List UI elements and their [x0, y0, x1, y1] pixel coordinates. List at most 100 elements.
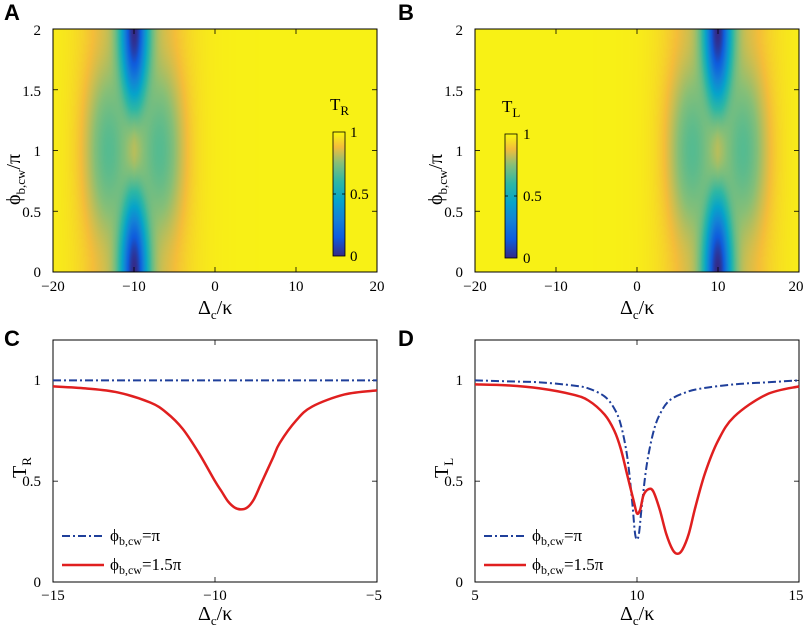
- panel-a-colorbar-tick-1: 0.5: [350, 187, 369, 203]
- panel-c-line-chart: 0 0.5 1 −15 −10 −5 Δc/κ TR ϕb,cw=π ϕb,cw…: [9, 339, 382, 626]
- panel-b-ytick-2: 1: [456, 144, 464, 160]
- panel-b-xlabel-suffix: /κ: [639, 297, 655, 319]
- panel-b-ytick-1: 0.5: [444, 205, 463, 221]
- panel-b-xtick-0: −20: [463, 279, 486, 295]
- panel-a-xtick-4: 20: [370, 279, 385, 295]
- panel-d-axes-box: [474, 339, 800, 583]
- panel-b-xtick-2: 0: [633, 279, 641, 295]
- panel-d-legend-entry-1: ϕb,cw=1.5π: [532, 555, 604, 577]
- panel-c-legend-main-0: ϕ: [110, 526, 119, 545]
- panel-c-axes-box: [52, 339, 378, 583]
- panel-c-legend-suffix-1: =1.5π: [142, 555, 182, 574]
- panel-a-heatmap-image: [53, 29, 377, 272]
- panel-b-colorbar-label: TL: [502, 97, 520, 120]
- panel-c-xlabel-sub: c: [211, 613, 217, 626]
- panel-a-ylabel-sub: b,cw: [13, 169, 28, 195]
- panel-d-legend-sub-0: b,cw: [541, 534, 564, 548]
- panel-d-ytick-1: 0.5: [444, 474, 463, 490]
- panel-a-colorbar-label: TR: [330, 95, 349, 118]
- panel-c-ytick-2: 1: [34, 373, 42, 389]
- panel-b-colorbar-tick-1: 0.5: [523, 189, 542, 205]
- panel-letter-b: B: [398, 0, 414, 25]
- panel-a-ytick-1: 0.5: [22, 205, 41, 221]
- panel-d-legend-main-0: ϕ: [532, 526, 541, 545]
- panel-a-ytick-2: 1: [34, 144, 42, 160]
- panel-c-xlabel-main: Δ: [198, 603, 211, 625]
- panel-c-legend-sub-0: b,cw: [119, 534, 142, 548]
- panel-c-xlabel-suffix: /κ: [217, 603, 233, 625]
- panel-c-series-line-1: [52, 385, 378, 511]
- panel-b-colorbar-tick-2: 1: [523, 127, 531, 143]
- panel-a-ylabel-main: ϕ: [3, 194, 25, 205]
- panel-d-legend-entry-0: ϕb,cw=π: [532, 526, 583, 548]
- panel-b-ytick-4: 2: [456, 23, 464, 39]
- panel-c-legend-sub-1: b,cw: [119, 563, 142, 577]
- panel-d-xlabel-suffix: /κ: [639, 603, 655, 625]
- panel-b-heatmap: 0 0.5 1 1.5 2 −20 −10 0 10 20 Δc/κ ϕb,cw…: [425, 23, 804, 322]
- panel-c-legend-main-1: ϕ: [110, 555, 119, 574]
- panel-d-legend-sub-1: b,cw: [541, 563, 564, 577]
- panel-d-xlabel-main: Δ: [620, 603, 633, 625]
- panel-letter-a: A: [4, 0, 20, 25]
- panel-c-legend-entry-1: ϕb,cw=1.5π: [110, 555, 182, 577]
- panel-b-colorbar-tick-0: 0: [523, 251, 531, 267]
- panel-c-xtick-2: −5: [366, 588, 382, 604]
- panel-a-xlabel-suffix: /κ: [217, 297, 233, 319]
- panel-a-colorbar-label-main: T: [330, 95, 341, 114]
- panel-d-legend-suffix-1: =1.5π: [564, 555, 604, 574]
- panel-d-xtick-1: 10: [630, 588, 645, 604]
- panel-a-xtick-2: 0: [211, 279, 219, 295]
- panel-c-xtick-1: −10: [203, 588, 226, 604]
- panel-b-ylabel-main: ϕ: [425, 194, 447, 205]
- panel-a-colorbar-tick-2: 1: [350, 125, 358, 141]
- panel-a-colorbar-tick-0: 0: [350, 249, 358, 265]
- panel-b-ytick-0: 0: [456, 265, 464, 281]
- panel-a-xtick-0: −20: [41, 279, 64, 295]
- panel-a-xlabel-main: Δ: [198, 297, 211, 319]
- panel-b-xlabel-main: Δ: [620, 297, 633, 319]
- panel-c-xtick-0: −15: [41, 588, 64, 604]
- panel-c-ylabel-sub: R: [19, 457, 34, 466]
- panel-b-ytick-3: 1.5: [444, 84, 463, 100]
- panel-a-ylabel: ϕb,cw/π: [3, 154, 28, 205]
- panel-a-xtick-1: −10: [122, 279, 145, 295]
- panel-d-series-line-0: [474, 379, 800, 541]
- panel-a-xlabel: Δc/κ: [198, 297, 232, 322]
- panel-d-ytick-0: 0: [456, 575, 464, 591]
- panel-d-xlabel: Δc/κ: [620, 603, 654, 626]
- panel-c-ylabel-main: T: [9, 466, 31, 478]
- panel-b-colorbar-label-sub: L: [512, 105, 520, 120]
- panel-a-xtick-3: 10: [289, 279, 304, 295]
- panel-d-series-line-1: [474, 383, 800, 556]
- panel-d-legend-main-1: ϕ: [532, 555, 541, 574]
- panel-b-ylabel: ϕb,cw/π: [425, 154, 450, 205]
- panel-d-xlabel-sub: c: [633, 613, 639, 626]
- panel-b-xlabel-sub: c: [633, 307, 639, 322]
- panel-a-ytick-4: 2: [34, 23, 42, 39]
- panel-b-ylabel-sub: b,cw: [435, 169, 450, 195]
- panel-a-ytick-0: 0: [34, 265, 42, 281]
- panel-a-colorbar-label-sub: R: [340, 103, 349, 118]
- panel-d-xtick-0: 5: [471, 588, 479, 604]
- panel-b-xtick-1: −10: [544, 279, 567, 295]
- panel-c-ytick-1: 0.5: [22, 474, 41, 490]
- panel-letter-d: D: [398, 326, 414, 351]
- panel-letter-c: C: [4, 326, 20, 351]
- panel-b-xlabel: Δc/κ: [620, 297, 654, 322]
- panel-c-legend-entry-0: ϕb,cw=π: [110, 526, 161, 548]
- panel-b-heatmap-image: [475, 29, 799, 272]
- panel-b-ylabel-suffix: /π: [425, 154, 447, 170]
- panel-a-xlabel-sub: c: [211, 307, 217, 322]
- panel-a-ytick-3: 1.5: [22, 84, 41, 100]
- panel-d-ylabel-sub: L: [441, 458, 456, 466]
- panel-b-colorbar-label-main: T: [502, 97, 513, 116]
- panel-d-ylabel-main: T: [431, 466, 453, 478]
- panel-d-line-chart: 0 0.5 1 5 10 15 Δc/κ TL ϕb,cw=π ϕb,cw=1.…: [431, 339, 804, 626]
- panel-c-ytick-0: 0: [34, 575, 42, 591]
- panel-c-xlabel: Δc/κ: [198, 603, 232, 626]
- panel-d-legend-suffix-0: =π: [564, 526, 583, 545]
- panel-b-xtick-3: 10: [711, 279, 726, 295]
- panel-d-ytick-2: 1: [456, 373, 464, 389]
- panel-a-heatmap: 0 0.5 1 1.5 2 −20 −10 0 10 20 Δc/κ ϕb,cw…: [3, 23, 385, 322]
